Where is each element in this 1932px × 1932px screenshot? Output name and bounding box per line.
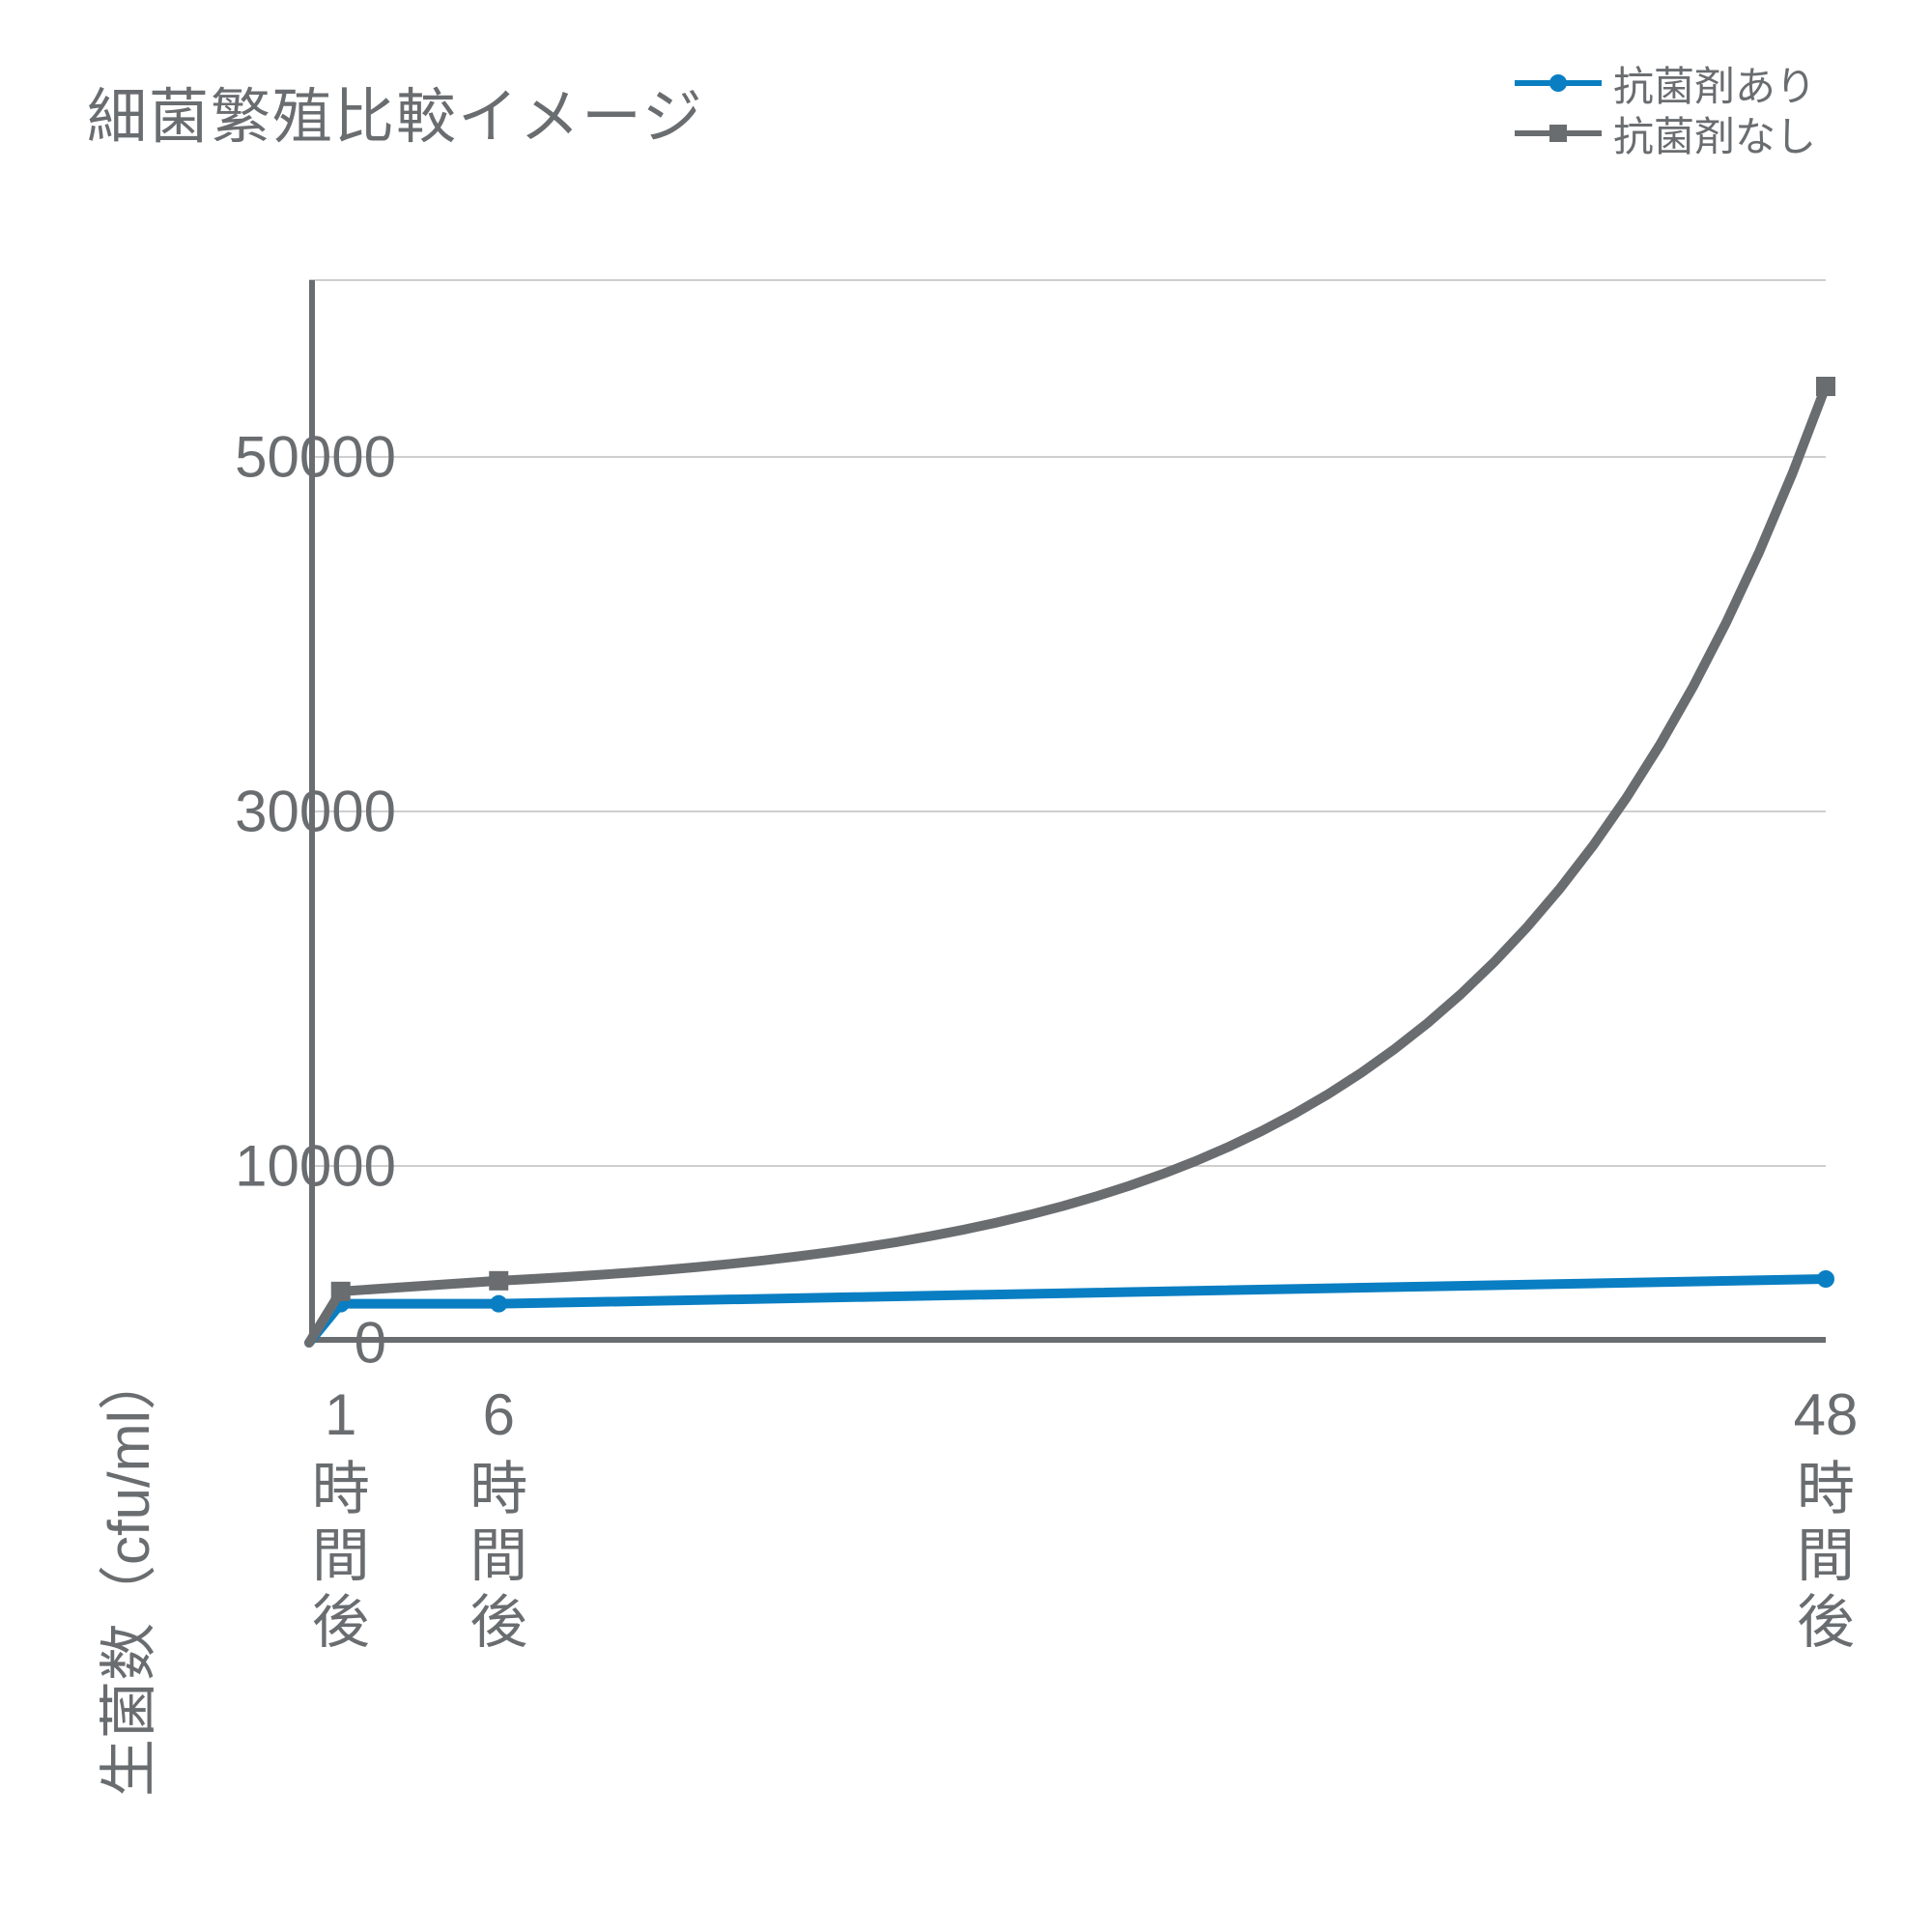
series-line-with_antibacterial — [309, 1279, 1826, 1343]
y-tick-label: 10000 — [145, 1132, 396, 1199]
plot-area — [309, 280, 1826, 1343]
y-tick-label: 0 — [135, 1310, 386, 1377]
y-tick-label: 50000 — [145, 424, 396, 491]
x-tick-label: 6時間後 — [465, 1381, 532, 1656]
series-marker-with_antibacterial — [1817, 1270, 1834, 1288]
series-marker-without_antibacterial — [331, 1282, 351, 1301]
square-marker-icon — [1549, 125, 1567, 142]
legend-swatch-with — [1515, 64, 1602, 102]
legend-label-without: 抗菌剤なし — [1613, 104, 1816, 163]
x-tick-label: 1時間後 — [307, 1381, 375, 1656]
circle-marker-icon — [1549, 74, 1567, 92]
legend-swatch-without — [1515, 114, 1602, 153]
series-marker-without_antibacterial — [1816, 377, 1835, 396]
chart-svg — [309, 280, 1826, 1343]
x-tick-label: 48時間後 — [1792, 1381, 1860, 1656]
series-marker-without_antibacterial — [489, 1271, 508, 1291]
y-tick-label: 30000 — [145, 779, 396, 845]
y-axis-title: 生菌数（cfu/ml） — [82, 1352, 166, 1797]
legend-item-with: 抗菌剤あり — [1515, 58, 1816, 108]
series-line-without_antibacterial — [309, 386, 1826, 1343]
chart-container: 細菌繁殖比較イメージ 抗菌剤あり 抗菌剤なし 生菌数（cfu/ml） 0 1000… — [0, 0, 1932, 1932]
legend-item-without: 抗菌剤なし — [1515, 108, 1816, 158]
series-marker-with_antibacterial — [490, 1295, 507, 1313]
chart-title: 細菌繁殖比較イメージ — [87, 68, 704, 155]
legend: 抗菌剤あり 抗菌剤なし — [1515, 58, 1816, 158]
